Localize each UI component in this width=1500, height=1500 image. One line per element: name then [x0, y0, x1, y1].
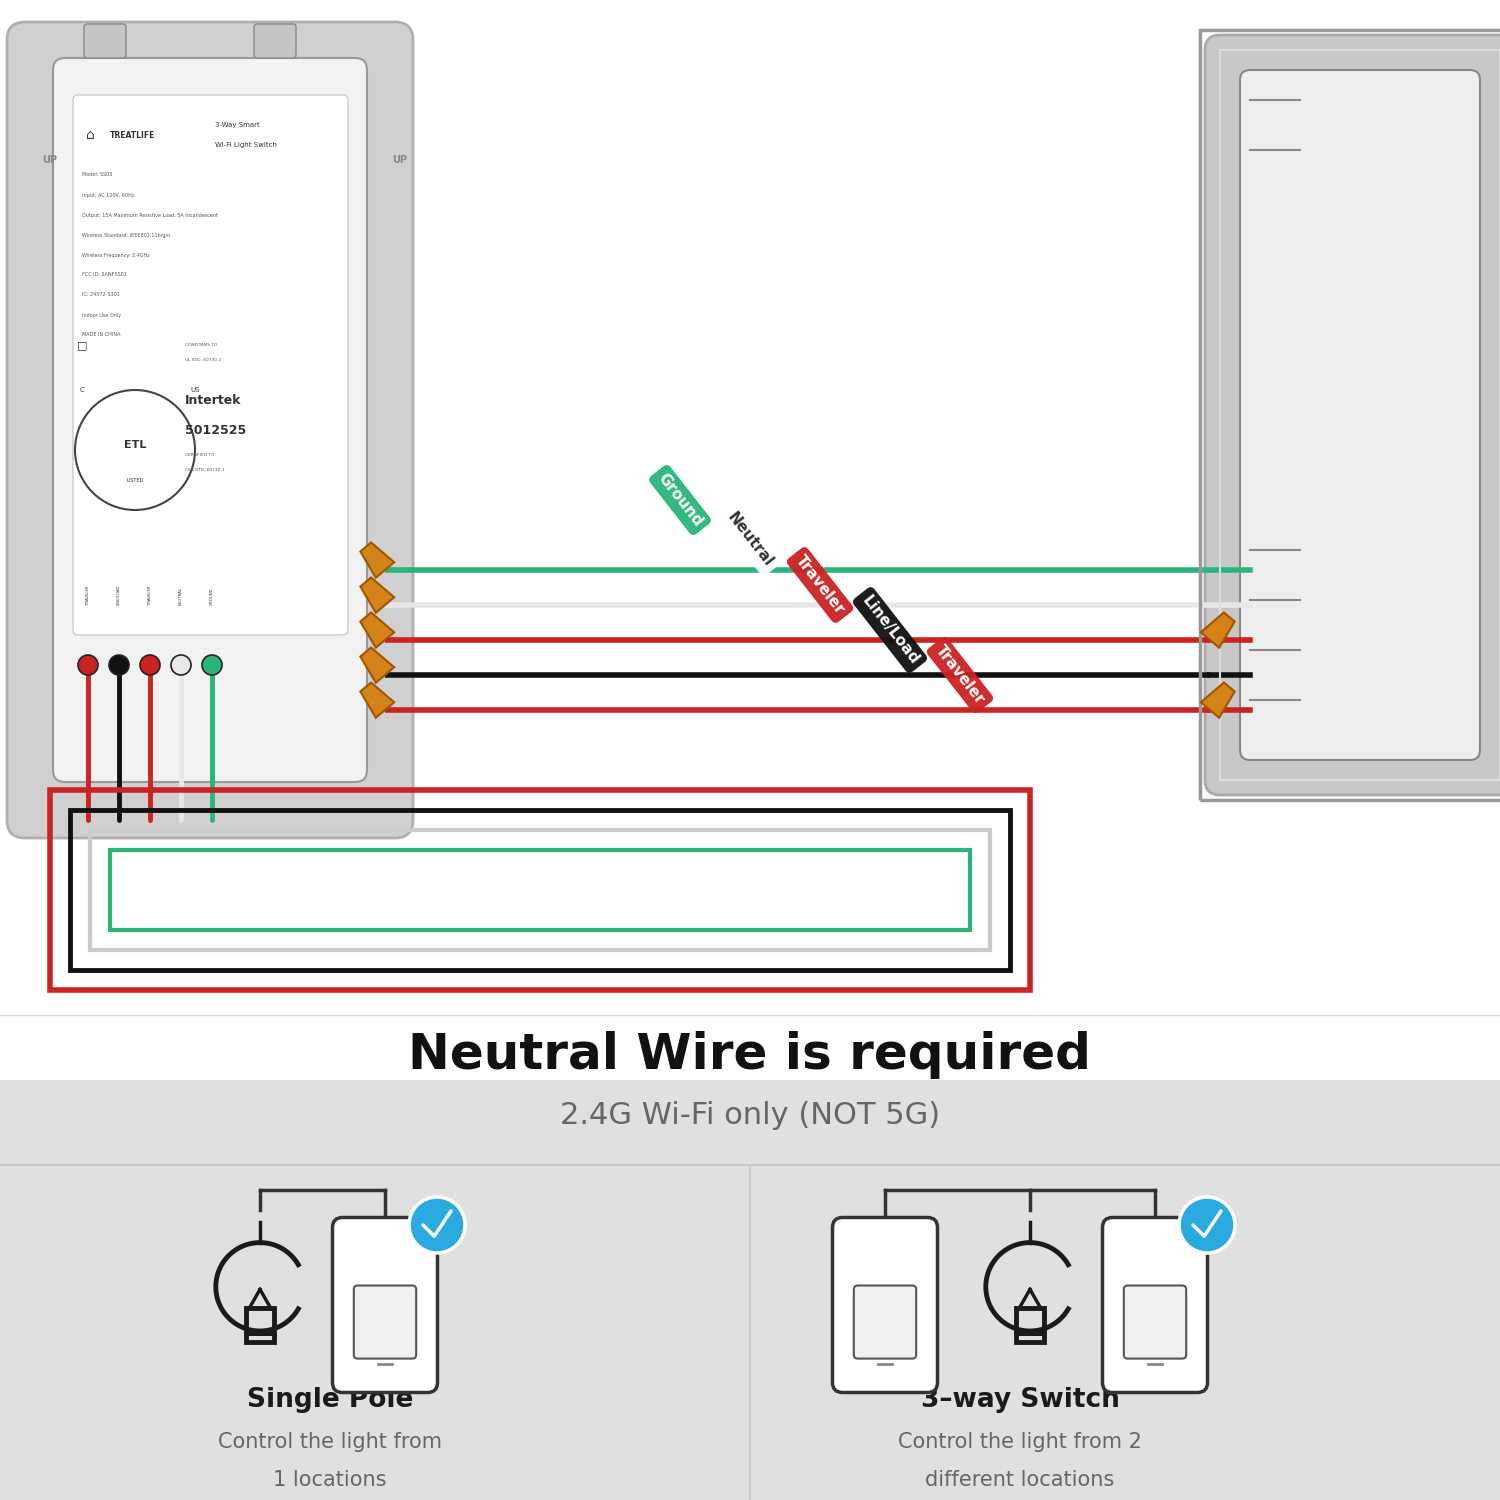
Text: Single Pole: Single Pole — [248, 1388, 412, 1413]
Polygon shape — [1202, 612, 1234, 648]
FancyBboxPatch shape — [74, 94, 348, 634]
Text: □: □ — [76, 340, 87, 350]
Polygon shape — [1202, 682, 1234, 717]
Text: CERTIFIED TO: CERTIFIED TO — [184, 453, 214, 458]
Text: ETL: ETL — [124, 440, 146, 450]
FancyBboxPatch shape — [1204, 34, 1500, 795]
Circle shape — [75, 390, 195, 510]
Text: UP: UP — [393, 154, 408, 165]
Text: Indoor Use Only: Indoor Use Only — [82, 312, 122, 318]
FancyBboxPatch shape — [354, 1286, 416, 1359]
Text: MADE IN CHINA: MADE IN CHINA — [82, 333, 120, 338]
Text: TRAVELER: TRAVELER — [148, 585, 152, 604]
Circle shape — [78, 656, 98, 675]
Text: 5012525: 5012525 — [184, 423, 246, 436]
Circle shape — [1179, 1197, 1234, 1252]
Circle shape — [140, 656, 160, 675]
Text: LINE/LOAD: LINE/LOAD — [117, 585, 122, 604]
Polygon shape — [360, 578, 394, 612]
Text: ⌂: ⌂ — [86, 128, 94, 142]
Text: Ground: Ground — [654, 471, 705, 530]
Text: Line/Load: Line/Load — [858, 592, 921, 668]
Text: NEUTRAL: NEUTRAL — [178, 586, 183, 604]
Text: Intertek: Intertek — [184, 393, 242, 406]
FancyBboxPatch shape — [53, 58, 368, 782]
Text: Control the light from 2: Control the light from 2 — [898, 1432, 1142, 1452]
Text: Input: AC 120V, 60Hz: Input: AC 120V, 60Hz — [82, 192, 135, 198]
Text: Model: SS03: Model: SS03 — [82, 172, 112, 177]
FancyBboxPatch shape — [1124, 1286, 1186, 1359]
Text: FCC ID: 2ANF5S01: FCC ID: 2ANF5S01 — [82, 273, 128, 278]
Polygon shape — [360, 682, 394, 717]
FancyBboxPatch shape — [0, 1080, 1500, 1500]
Circle shape — [171, 656, 190, 675]
Text: IC: 24572-S301: IC: 24572-S301 — [82, 292, 120, 297]
FancyBboxPatch shape — [254, 24, 296, 58]
FancyBboxPatch shape — [333, 1218, 438, 1392]
Text: UP: UP — [42, 154, 57, 165]
Circle shape — [202, 656, 222, 675]
Circle shape — [410, 1197, 465, 1252]
Text: Neutral: Neutral — [724, 510, 776, 570]
Text: TREATLIFE: TREATLIFE — [110, 130, 156, 140]
FancyBboxPatch shape — [853, 1286, 916, 1359]
Text: GROUND: GROUND — [210, 588, 214, 604]
Text: Traveler: Traveler — [792, 554, 847, 616]
Text: different locations: different locations — [926, 1470, 1114, 1490]
Text: Wireless Frequency: 2.4GHz: Wireless Frequency: 2.4GHz — [82, 252, 150, 258]
Circle shape — [110, 656, 129, 675]
Text: 3-Way Smart: 3-Way Smart — [214, 122, 260, 128]
Text: 3–way Switch: 3–way Switch — [921, 1388, 1119, 1413]
Text: Output: 15A Maximum Resistive Load, 5A Incandescent: Output: 15A Maximum Resistive Load, 5A I… — [82, 213, 218, 217]
Text: 1 locations: 1 locations — [273, 1470, 387, 1490]
FancyBboxPatch shape — [1240, 70, 1480, 760]
Polygon shape — [360, 543, 394, 578]
Text: US: US — [190, 387, 200, 393]
Text: LISTED: LISTED — [126, 477, 144, 483]
FancyBboxPatch shape — [1102, 1218, 1208, 1392]
Text: Wireless Standard: IEEE802.11b/g/n: Wireless Standard: IEEE802.11b/g/n — [82, 232, 170, 237]
Text: Control the light from: Control the light from — [217, 1432, 442, 1452]
Text: Wi-Fi Light Switch: Wi-Fi Light Switch — [214, 142, 278, 148]
Text: Traveler: Traveler — [933, 644, 987, 706]
FancyBboxPatch shape — [84, 24, 126, 58]
Text: Neutral Wire is required: Neutral Wire is required — [408, 1030, 1092, 1078]
Text: UL STD. 60730-1: UL STD. 60730-1 — [184, 358, 222, 362]
FancyBboxPatch shape — [8, 22, 412, 839]
FancyBboxPatch shape — [833, 1218, 938, 1392]
Text: CSA STD. 60730-1: CSA STD. 60730-1 — [184, 468, 225, 472]
Text: 2.4G Wi-Fi only (NOT 5G): 2.4G Wi-Fi only (NOT 5G) — [560, 1101, 940, 1130]
Polygon shape — [360, 612, 394, 648]
Text: C: C — [80, 387, 84, 393]
Text: CONFORMS TO: CONFORMS TO — [184, 344, 218, 346]
Polygon shape — [360, 648, 394, 682]
Text: TRAVELER: TRAVELER — [86, 585, 90, 604]
FancyBboxPatch shape — [0, 0, 1500, 1080]
